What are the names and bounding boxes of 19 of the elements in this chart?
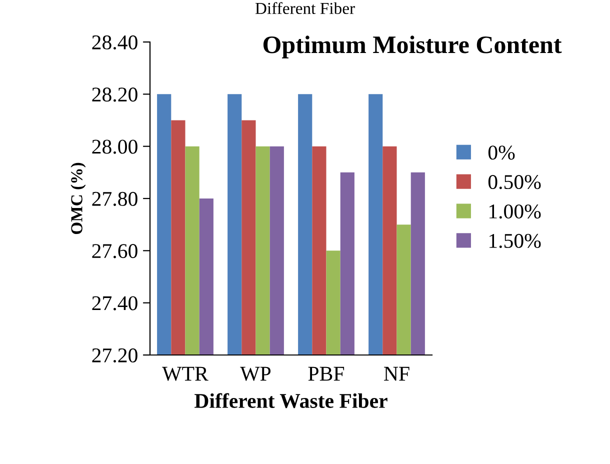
- x-tick-label: WTR: [162, 366, 208, 381]
- y-axis-title: OMC (%): [70, 162, 86, 234]
- x-tick-label: NF: [384, 366, 410, 381]
- x-tick-label: WP: [240, 366, 271, 381]
- y-tick-label: 27.80: [92, 192, 138, 206]
- legend-label: 1.50%: [489, 234, 541, 248]
- legend-label: 1.00%: [489, 204, 541, 219]
- legend-label: 0%: [488, 146, 515, 160]
- y-tick-label: 28.40: [92, 35, 138, 50]
- x-axis-title: Different Waste Fiber: [194, 393, 388, 408]
- y-tick-label: 27.40: [92, 296, 138, 310]
- x-tick-label: PBF: [308, 366, 344, 381]
- y-tick-label: 27.20: [92, 348, 138, 363]
- chart-title: Optimum Moisture Content: [263, 36, 562, 58]
- y-tick-label: 28.20: [92, 88, 138, 102]
- y-tick-label: 28.00: [92, 140, 138, 154]
- legend-label: 0.50%: [488, 175, 541, 190]
- y-tick-label: 27.60: [92, 244, 138, 258]
- text: Different Fiber: [255, 2, 355, 14]
